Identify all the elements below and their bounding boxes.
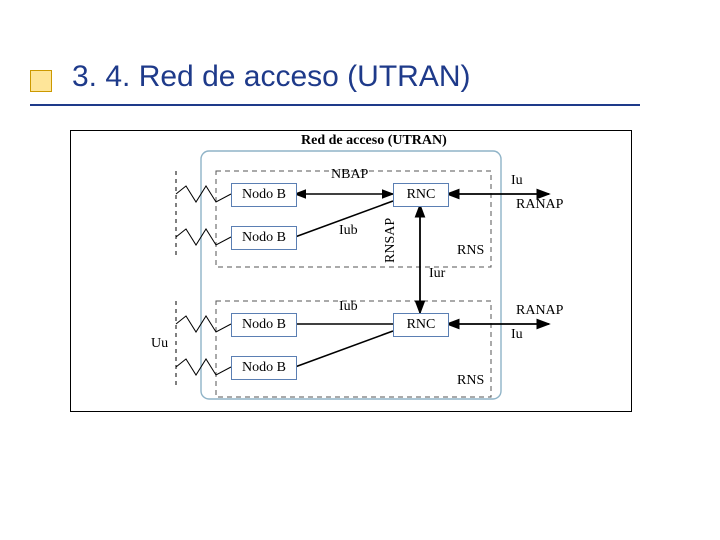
label-ranap-upper: RANAP xyxy=(516,197,563,213)
label-rns-upper: RNS xyxy=(457,243,484,259)
diagram-frame: Red de acceso (UTRAN) xyxy=(70,130,632,412)
label-iub-lower: Iub xyxy=(339,299,358,315)
node-nodob-2: Nodo B xyxy=(231,226,297,250)
edge-iub-lower-b xyxy=(295,331,393,367)
label-uu: Uu xyxy=(151,336,168,352)
node-nodob-4: Nodo B xyxy=(231,356,297,380)
label-rns-lower: RNS xyxy=(457,373,484,389)
title-underline xyxy=(30,104,640,106)
label-iub-upper: Iub xyxy=(339,223,358,239)
title-bullet-square xyxy=(30,70,52,92)
label-nbap: NBAP xyxy=(331,167,368,183)
label-iu-lower: Iu xyxy=(511,327,523,343)
node-rnc-2: RNC xyxy=(393,313,449,337)
label-rnsap: RNSAP xyxy=(383,218,399,263)
radio-link-3 xyxy=(176,316,231,332)
label-iu-upper: Iu xyxy=(511,173,523,189)
label-ranap-lower: RANAP xyxy=(516,303,563,319)
label-iur: Iur xyxy=(429,266,445,282)
node-rnc-1: RNC xyxy=(393,183,449,207)
node-nodob-1: Nodo B xyxy=(231,183,297,207)
radio-link-4 xyxy=(176,359,231,375)
radio-link-2 xyxy=(176,229,231,245)
slide-title: 3. 4. Red de acceso (UTRAN) xyxy=(72,60,470,94)
radio-link-1 xyxy=(176,186,231,202)
node-nodob-3: Nodo B xyxy=(231,313,297,337)
slide-title-bar: 3. 4. Red de acceso (UTRAN) xyxy=(30,60,470,94)
